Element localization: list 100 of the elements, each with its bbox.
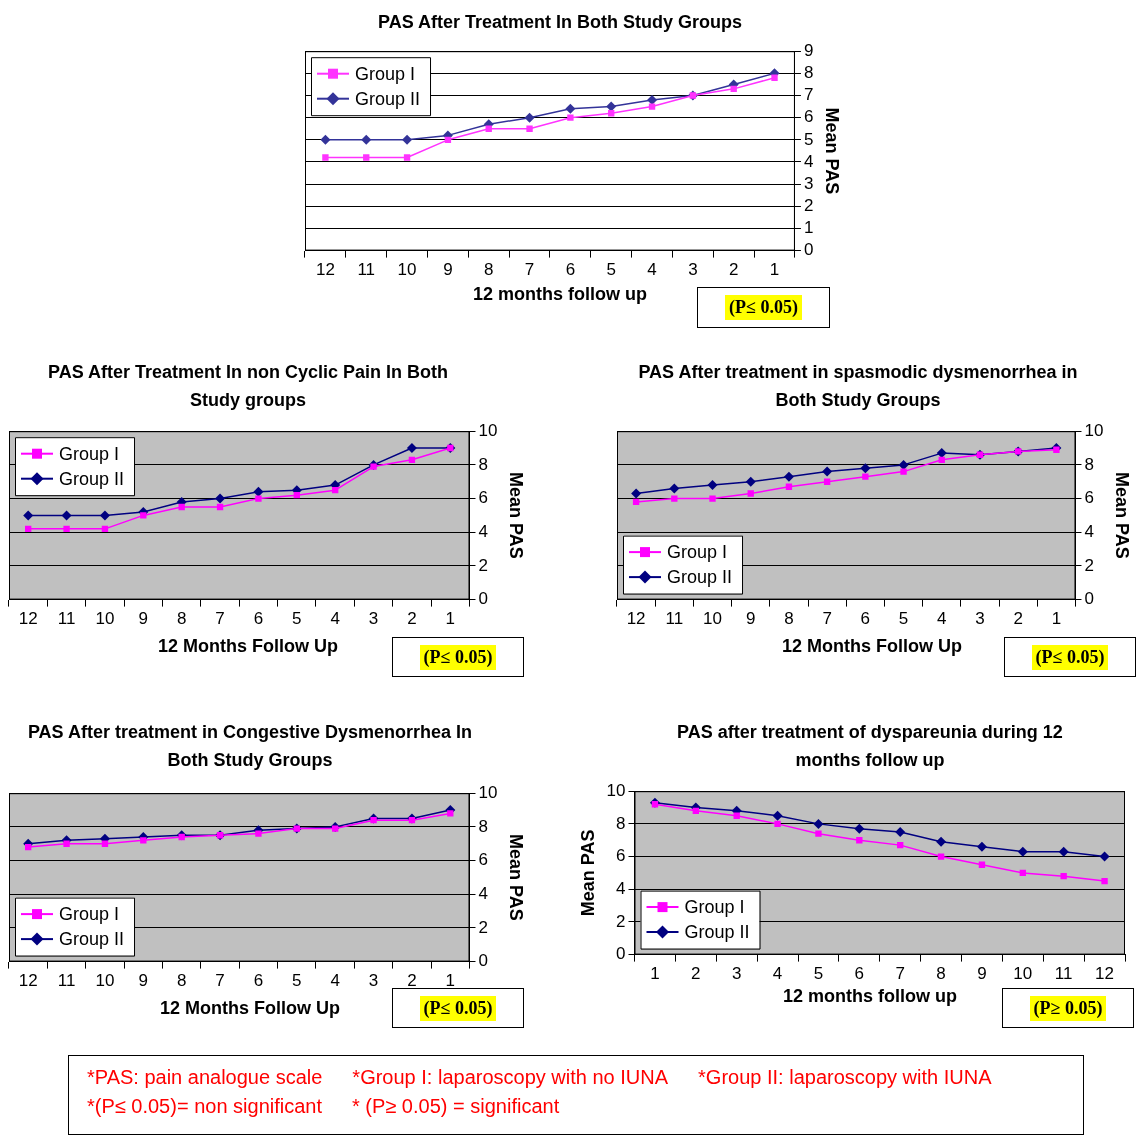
point: [403, 154, 411, 161]
y-tick-label: 4: [478, 883, 488, 903]
y-axis-title: Mean PAS: [822, 107, 843, 195]
x-tick-label: 8: [936, 964, 946, 984]
x-tick-label: 4: [647, 260, 657, 280]
y-tick-label: 3: [803, 173, 814, 193]
y-tick-label: 0: [1084, 589, 1094, 609]
y-tick-label: 8: [478, 816, 488, 836]
point: [1058, 846, 1069, 857]
point: [647, 94, 658, 105]
y-tick-label: 2: [478, 917, 488, 937]
x-tick-label: 1: [445, 609, 456, 629]
x-tick-label: 9: [443, 260, 453, 280]
x-tick-label: 3: [368, 609, 379, 629]
y-tick-label: 2: [478, 555, 488, 575]
point: [253, 486, 264, 497]
x-tick-label: 9: [745, 609, 756, 629]
point: [447, 810, 454, 817]
point: [140, 512, 147, 519]
x-tick-label: 3: [975, 609, 985, 629]
y-tick-label: 8: [616, 813, 626, 833]
y-tick-label: 7: [803, 85, 814, 105]
x-tick-label: 11: [665, 609, 684, 629]
x-tick-label: 12: [315, 260, 335, 280]
chart-title: PAS After Treatment In Both Study Groups: [377, 11, 743, 34]
legend-label: Group II: [667, 567, 733, 588]
x-tick-label: 10: [1013, 964, 1033, 984]
x-tick-label: 2: [407, 971, 417, 991]
x-tick-label: 1: [445, 971, 456, 991]
point: [61, 510, 72, 521]
x-tick-label: 1: [650, 964, 660, 984]
y-tick-label: 0: [616, 944, 626, 964]
x-tick-label: 7: [895, 964, 905, 984]
x-tick-label: 11: [1054, 964, 1073, 984]
x-tick-label: 4: [330, 609, 340, 629]
point: [99, 510, 110, 521]
x-tick-label: 7: [822, 609, 832, 629]
y-tick-label: 2: [803, 195, 814, 215]
text: (P≤ 0.05): [419, 995, 497, 1021]
point: [63, 840, 70, 847]
text: (P≥ 0.05): [1029, 995, 1107, 1021]
x-tick-label: 8: [176, 609, 187, 629]
x-tick-label: 3: [688, 260, 698, 280]
x-tick-label: 4: [330, 971, 340, 991]
point: [363, 154, 370, 161]
x-tick-label: 11: [57, 609, 76, 629]
x-tick-label: 2: [691, 964, 701, 984]
legend-label: Group I: [684, 897, 745, 918]
y-tick-label: 6: [803, 107, 814, 127]
point: [774, 820, 781, 828]
y-tick-label: 4: [803, 151, 814, 171]
point: [669, 483, 680, 494]
point: [406, 443, 417, 454]
y-tick-label: 4: [478, 521, 488, 541]
y-tick-label: 10: [1084, 420, 1104, 440]
legend-label: Group I: [59, 904, 120, 925]
point: [63, 525, 70, 533]
x-tick-label: 7: [215, 971, 225, 991]
x-tick-label: 3: [368, 971, 379, 991]
x-tick-label: 8: [176, 971, 187, 991]
y-tick-label: 2: [1084, 555, 1094, 575]
x-tick-label: 10: [703, 609, 722, 629]
y-tick-label: 5: [803, 129, 814, 149]
legend-label: Group II: [59, 929, 125, 950]
x-tick-label: 6: [253, 971, 264, 991]
x-tick-label: 2: [1013, 609, 1023, 629]
y-tick-label: 0: [478, 589, 488, 609]
point: [707, 480, 718, 491]
x-axis-title: 12 Months Follow Up: [158, 636, 338, 656]
point: [565, 103, 576, 114]
point: [526, 125, 533, 132]
x-tick-label: 12: [626, 609, 646, 629]
y-axis-title: Mean PAS: [506, 472, 527, 559]
y-tick-label: 1: [803, 218, 814, 238]
x-tick-label: 12: [1095, 964, 1115, 984]
text: *PAS: pain analogue scale: [87, 1066, 323, 1089]
y-tick-label: 6: [616, 846, 626, 866]
point: [1099, 851, 1110, 862]
x-tick-label: 5: [292, 971, 302, 991]
point: [747, 490, 754, 497]
point: [402, 134, 413, 145]
y-tick-label: 8: [1084, 454, 1094, 474]
point: [322, 154, 329, 161]
point: [771, 74, 778, 81]
x-tick-label: 6: [253, 609, 264, 629]
y-tick-label: 6: [1084, 488, 1094, 508]
y-tick-label: 8: [478, 454, 488, 474]
x-tick-label: 3: [731, 964, 742, 984]
legend-label: Group II: [355, 88, 421, 109]
chart-title: PAS After treatment in spasmodic dysmenorrhea in Both Study Groups: [637, 361, 1079, 412]
point: [900, 468, 907, 475]
y-tick-label: 6: [478, 850, 488, 870]
x-tick-label: 7: [215, 609, 225, 629]
point: [862, 473, 869, 480]
x-axis-title: 12 Months Follow Up: [782, 636, 962, 656]
x-tick-label: 11: [57, 971, 76, 991]
point: [772, 810, 783, 821]
text: *Group II: laparoscopy with IUNA: [698, 1066, 992, 1089]
y-tick-label: 8: [803, 63, 814, 83]
x-tick-label: 5: [292, 609, 302, 629]
